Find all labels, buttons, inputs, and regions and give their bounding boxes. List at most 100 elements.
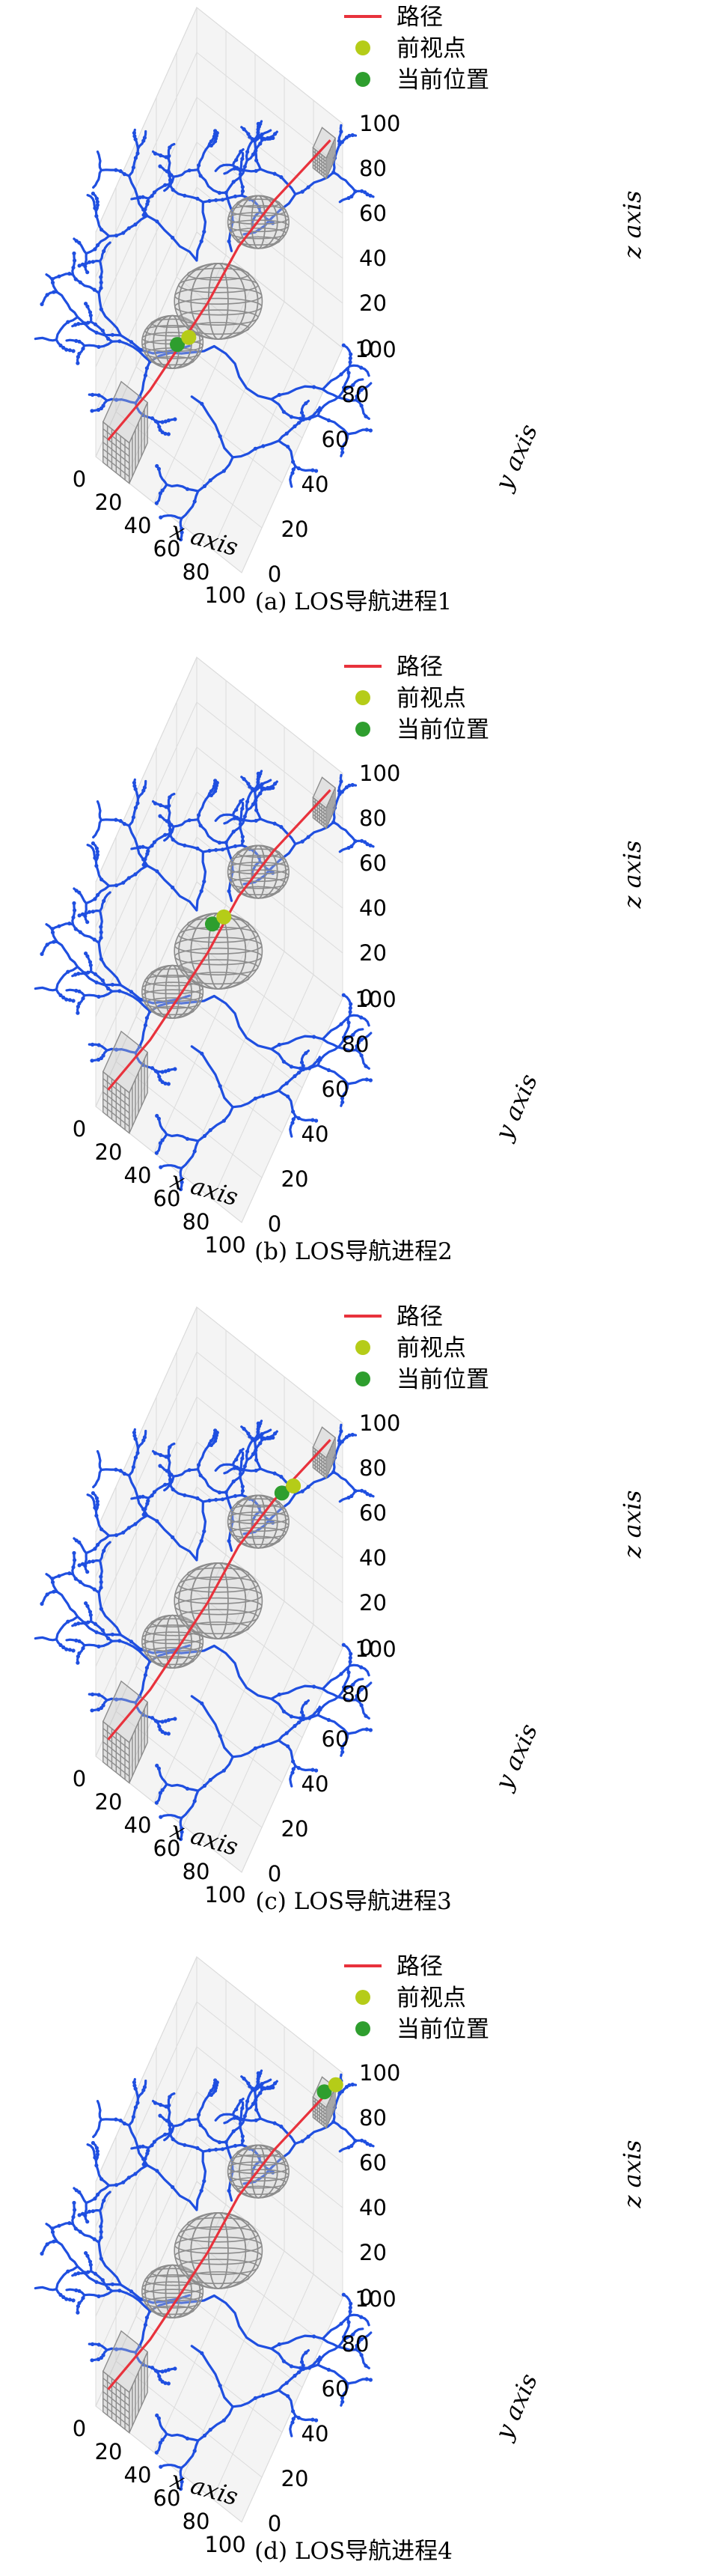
legend-lookahead-swatch	[355, 690, 370, 705]
x-tick-label: 0	[73, 466, 86, 492]
z-tick-label: 100	[359, 111, 400, 136]
y-tick-label: 80	[342, 382, 370, 407]
legend-lookahead-label: 前视点	[397, 1335, 466, 1362]
legend-lookahead-swatch	[355, 1990, 370, 2005]
y-tick-label: 0	[268, 1861, 281, 1887]
y-tick-label: 20	[281, 1166, 309, 1192]
figure-caption: (c) LOS导航进程3	[255, 1888, 452, 1915]
z-tick-label: 80	[359, 2105, 387, 2131]
z-tick-label: 40	[359, 2195, 387, 2220]
z-tick-label: 20	[359, 2240, 387, 2265]
legend-path-label: 路径	[397, 1953, 443, 1980]
vessel-tree	[34, 1419, 375, 1842]
obstacle-sphere-large	[174, 2211, 263, 2289]
legend-lookahead-label: 前视点	[397, 35, 466, 62]
y-tick-label: 80	[342, 1032, 370, 1057]
y-tick-label: 20	[281, 517, 309, 542]
y-axis-label: y axis	[489, 2369, 543, 2445]
x-tick-label: 60	[153, 1836, 181, 1861]
path-line	[107, 2089, 331, 2390]
x-tick-label: 60	[153, 1186, 181, 1211]
path-line	[107, 1439, 331, 1741]
y-tick-label: 60	[322, 2376, 349, 2402]
current-position-marker	[274, 1485, 290, 1501]
legend-lookahead-swatch	[355, 40, 370, 55]
y-tick-label: 20	[281, 1816, 309, 1842]
z-tick-label: 20	[359, 290, 387, 316]
z-tick-label: 100	[359, 2060, 400, 2086]
y-tick-label: 60	[322, 1726, 349, 1752]
z-tick-label: 20	[359, 1590, 387, 1616]
chart-panel-3: 0 20 40 60 80 100 0 20 40 60 80 100 0 20 40 60 80 100 x ax…	[0, 1300, 707, 1926]
z-tick-label: 40	[359, 246, 387, 271]
y-tick-label: 60	[322, 1077, 349, 1102]
x-tick-label: 40	[124, 1163, 152, 1188]
z-axis-label: z axis	[618, 2140, 646, 2209]
chart-panel-1: 0 20 40 60 80 100 0 20 40 60 80 100 0 20 40 60 80 100 x ax…	[0, 0, 707, 627]
z-tick-label: 0	[359, 335, 373, 361]
vessel-tree	[34, 120, 375, 542]
legend-current-swatch	[355, 2021, 370, 2036]
legend-current-swatch	[355, 72, 370, 87]
figure-caption: (a) LOS导航进程1	[254, 588, 453, 615]
y-tick-label: 40	[302, 2421, 329, 2446]
y-axis-label: y axis	[489, 1070, 543, 1145]
z-tick-label: 40	[359, 1545, 387, 1571]
current-position-marker	[316, 2084, 332, 2100]
current-position-marker	[170, 337, 185, 353]
z-tick-label: 60	[359, 2150, 387, 2175]
x-tick-label: 0	[73, 2416, 86, 2441]
y-tick-label: 100	[355, 1636, 396, 1662]
lookahead-point-marker	[181, 329, 197, 345]
legend-lookahead-swatch	[355, 1340, 370, 1355]
obstacle-cube-goal	[312, 127, 336, 180]
z-axis-label: z axis	[618, 1491, 646, 1559]
legend-current-swatch	[355, 722, 370, 737]
z-tick-label: 0	[359, 2285, 373, 2310]
legend-current-label: 当前位置	[397, 67, 489, 94]
lookahead-point-marker	[286, 1478, 302, 1493]
x-tick-label: 40	[124, 513, 152, 538]
y-axis-label: y axis	[489, 1720, 543, 1795]
z-tick-label: 80	[359, 156, 387, 181]
y-tick-label: 100	[355, 2286, 396, 2312]
y-tick-label: 100	[355, 987, 396, 1012]
y-tick-label: 100	[355, 337, 396, 362]
z-tick-label: 20	[359, 940, 387, 966]
chart-panel-4: 0 20 40 60 80 100 0 20 40 60 80 100 0 20 40 60 80 100 x ax…	[0, 1949, 707, 2576]
x-tick-label: 80	[183, 1859, 210, 1884]
x-tick-label: 0	[73, 1766, 86, 1791]
lookahead-point-marker	[216, 909, 232, 925]
y-tick-label: 20	[281, 2466, 309, 2491]
z-tick-label: 80	[359, 1455, 387, 1481]
z-tick-label: 60	[359, 1500, 387, 1526]
y-tick-label: 60	[322, 427, 349, 452]
z-tick-label: 0	[359, 985, 373, 1011]
obstacle-cube-start	[102, 2330, 149, 2435]
x-tick-label: 100	[204, 582, 245, 608]
path-line	[107, 789, 331, 1091]
legend-path-label: 路径	[397, 4, 443, 31]
x-tick-label: 100	[204, 1232, 245, 1258]
legend-lookahead-label: 前视点	[397, 1985, 466, 2012]
figure-caption: (d) LOS导航进程4	[254, 2538, 453, 2565]
z-tick-label: 60	[359, 850, 387, 876]
z-tick-label: 80	[359, 806, 387, 831]
z-axis-label: z axis	[618, 191, 646, 260]
legend-lookahead-label: 前视点	[397, 685, 466, 712]
legend-current-label: 当前位置	[397, 2016, 489, 2043]
x-tick-label: 80	[183, 1209, 210, 1234]
figure-caption: (b) LOS导航进程2	[254, 1238, 453, 1265]
x-tick-label: 40	[124, 2462, 152, 2488]
z-tick-label: 100	[359, 1410, 400, 1436]
